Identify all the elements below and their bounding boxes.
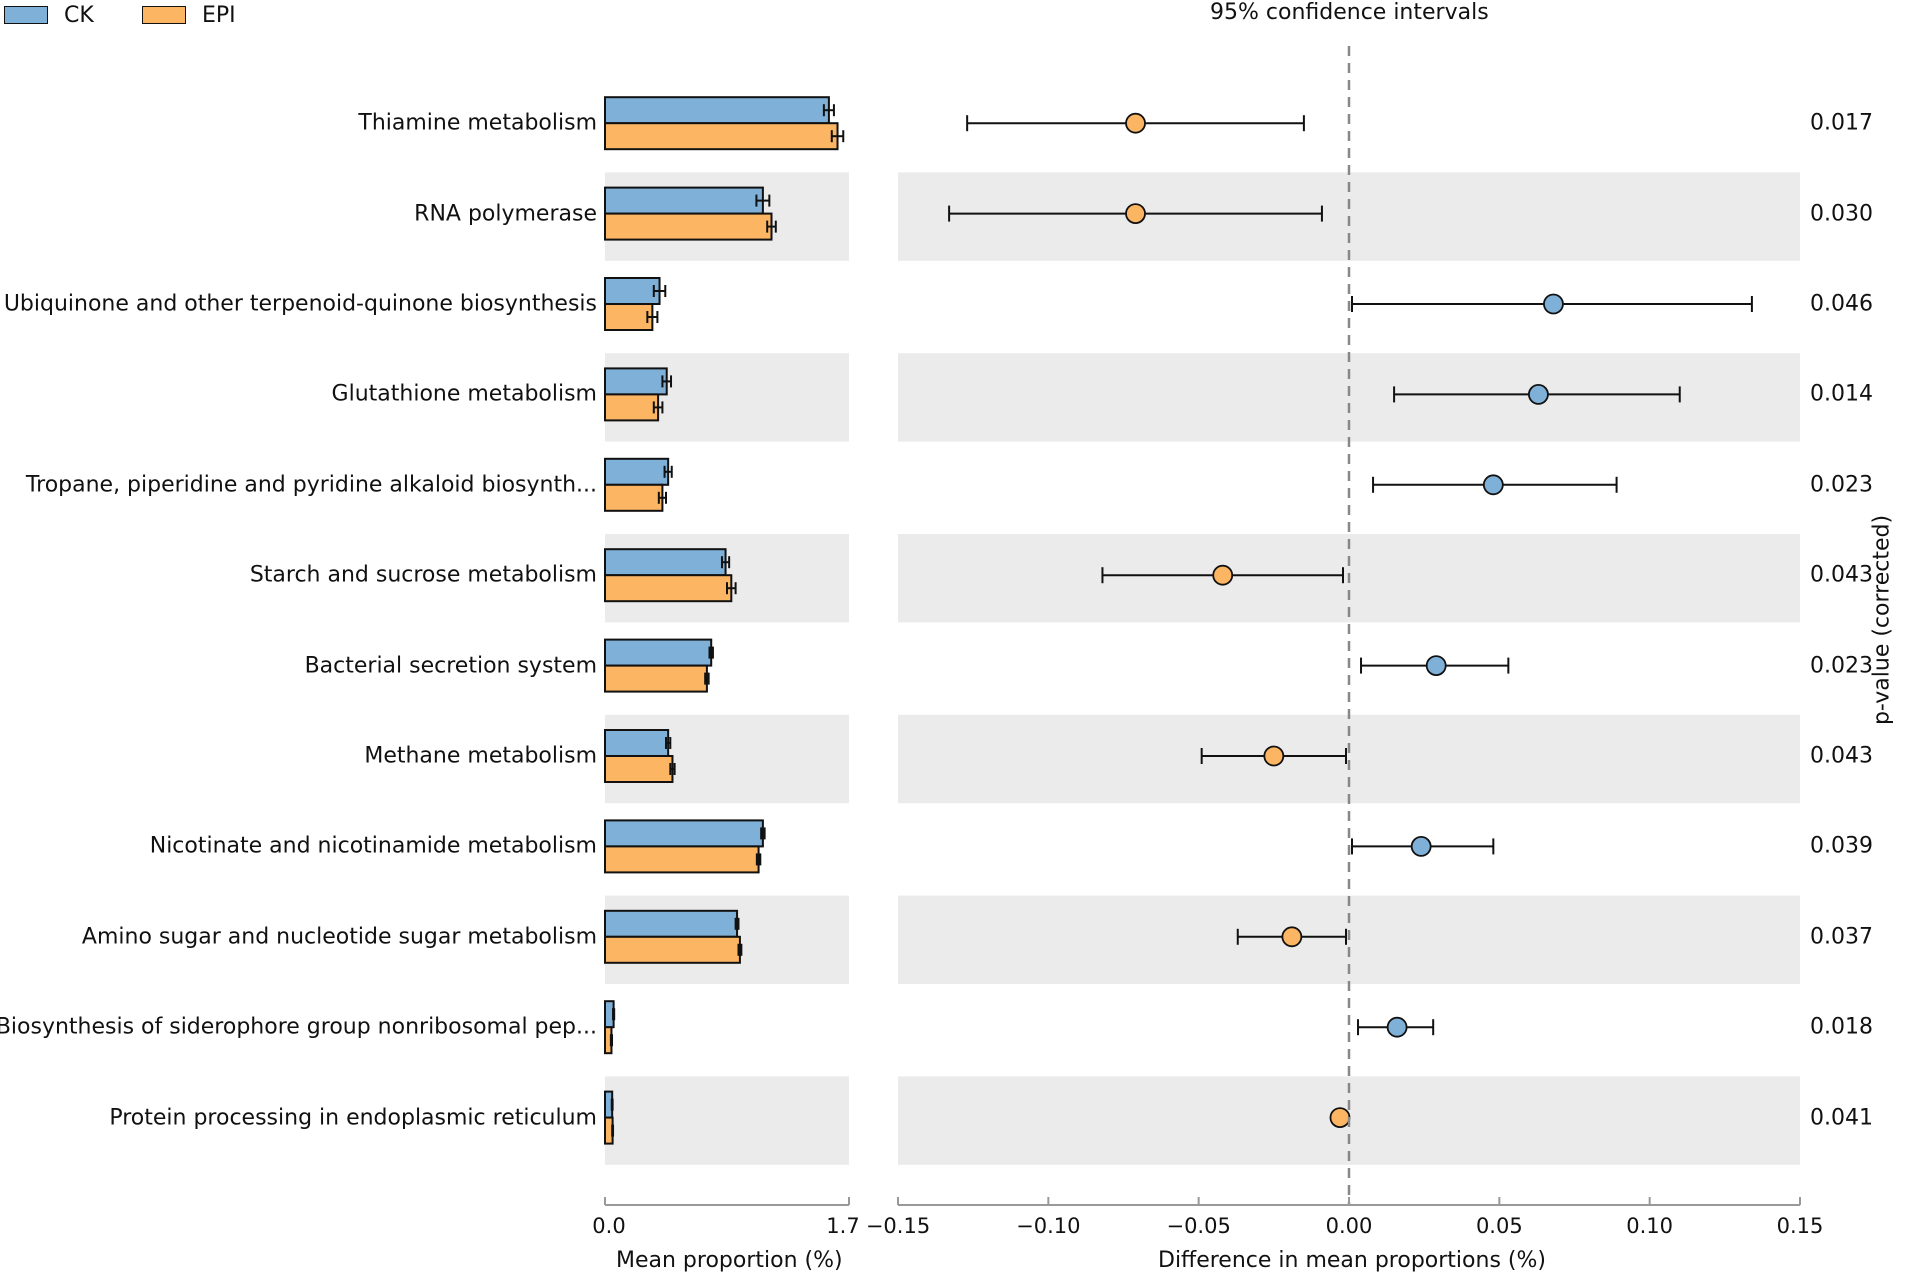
legend-label-ck: CK xyxy=(64,2,94,28)
bar-ck xyxy=(604,367,668,396)
bar-ck xyxy=(604,909,739,938)
diff-point xyxy=(1425,655,1447,676)
bar-epi xyxy=(604,212,773,241)
category-label: Thiamine metabolism xyxy=(358,110,597,136)
category-label: Protein processing in endoplasmic reticu… xyxy=(109,1105,597,1131)
pvalue-label: 0.039 xyxy=(1810,833,1873,859)
pvalue-label: 0.030 xyxy=(1810,201,1873,227)
category-label: Starch and sucrose metabolism xyxy=(249,562,597,588)
diff-point xyxy=(1528,383,1549,405)
legend-swatch-epi xyxy=(142,6,186,24)
diff-point xyxy=(1263,745,1285,767)
legend-item-ck: CK xyxy=(4,2,94,28)
diff-point xyxy=(1212,564,1234,586)
diff-point xyxy=(1410,836,1432,857)
row-band-left xyxy=(605,1076,849,1165)
category-label: RNA polymerase xyxy=(414,201,597,227)
pvalue-label: 0.014 xyxy=(1810,381,1873,407)
diff-point xyxy=(1329,1107,1351,1128)
category-label: Tropane, piperidine and pyridine alkaloi… xyxy=(25,472,597,498)
diff-point xyxy=(1281,926,1303,948)
diff-point xyxy=(1386,1016,1408,1038)
bar-epi xyxy=(604,755,674,783)
right-tick-label: −0.05 xyxy=(1166,1214,1231,1238)
bar-epi xyxy=(604,935,741,964)
bar-epi xyxy=(604,845,760,874)
right-tick-label: 0.05 xyxy=(1475,1214,1523,1238)
bar-epi xyxy=(604,122,839,151)
right-tick-label: −0.10 xyxy=(1016,1214,1081,1238)
diff-point xyxy=(1125,203,1146,225)
right-tick-label: 0.15 xyxy=(1776,1214,1824,1238)
bar-ck xyxy=(604,638,713,667)
left-tick-label: 1.7 xyxy=(826,1214,860,1238)
pvalue-label: 0.023 xyxy=(1810,653,1873,679)
left-axis-title: Mean proportion (%) xyxy=(616,1248,843,1273)
bar-ck xyxy=(604,457,670,486)
pvalue-label: 0.043 xyxy=(1810,743,1873,769)
bar-ck xyxy=(604,277,661,305)
bar-epi xyxy=(604,483,664,512)
legend-label-epi: EPI xyxy=(202,2,236,28)
pvalue-label: 0.041 xyxy=(1810,1105,1873,1131)
diff-point xyxy=(1125,112,1146,134)
diff-point xyxy=(1543,293,1564,315)
pvalue-label: 0.043 xyxy=(1810,562,1873,588)
right-axis-title: Difference in mean proportions (%) xyxy=(1158,1248,1546,1273)
pvalue-label: 0.017 xyxy=(1810,110,1873,136)
bar-ck xyxy=(604,729,670,757)
legend-item-epi: EPI xyxy=(142,2,236,28)
pvalue-label: 0.046 xyxy=(1810,291,1873,317)
bar-epi xyxy=(604,574,733,603)
category-label: Amino sugar and nucleotide sugar metabol… xyxy=(81,924,597,950)
left-tick-label: 0.0 xyxy=(592,1214,626,1238)
right-tick-label: 0.10 xyxy=(1626,1214,1674,1238)
bar-epi xyxy=(604,393,660,422)
category-label: Bacterial secretion system xyxy=(304,653,597,679)
bar-ck xyxy=(604,548,727,577)
bar-ck xyxy=(604,186,764,215)
legend-swatch-ck xyxy=(4,6,48,24)
category-label: Ubiquinone and other terpenoid-quinone b… xyxy=(3,291,597,317)
pvalue-label: 0.018 xyxy=(1810,1014,1873,1040)
diff-point xyxy=(1482,474,1504,496)
bar-ck xyxy=(604,819,764,848)
right-tick-label: −0.15 xyxy=(865,1214,931,1238)
pvalue-label: 0.037 xyxy=(1810,924,1873,950)
category-label: Methane metabolism xyxy=(364,743,597,769)
pvalue-axis-title: p-value (corrected) xyxy=(1869,514,1895,726)
category-label: Nicotinate and nicotinamide metabolism xyxy=(149,833,597,859)
bar-ck xyxy=(604,96,830,125)
bar-epi xyxy=(604,664,708,693)
right-tick-label: 0.00 xyxy=(1325,1214,1373,1238)
category-label: Biosynthesis of siderophore group nonrib… xyxy=(0,1014,597,1040)
category-label: Glutathione metabolism xyxy=(331,381,597,407)
chart-title: 95% confidence intervals xyxy=(1210,0,1489,25)
pvalue-label: 0.023 xyxy=(1810,472,1873,498)
bar-epi xyxy=(604,303,654,331)
